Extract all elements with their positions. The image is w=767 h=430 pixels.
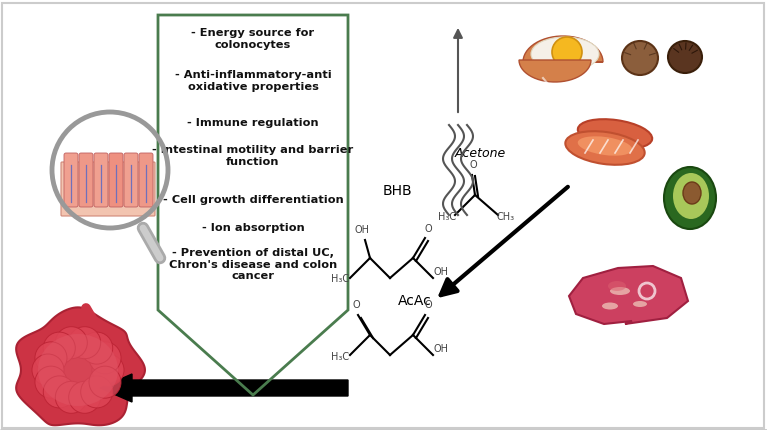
Text: OH: OH <box>354 225 370 235</box>
Text: O: O <box>352 300 360 310</box>
Text: O: O <box>424 300 432 310</box>
FancyBboxPatch shape <box>61 162 155 216</box>
Ellipse shape <box>38 334 118 406</box>
Text: H₃C: H₃C <box>331 352 349 362</box>
FancyBboxPatch shape <box>79 153 93 207</box>
Ellipse shape <box>565 131 645 165</box>
Text: O: O <box>424 224 432 234</box>
Circle shape <box>35 366 67 398</box>
Circle shape <box>35 342 67 374</box>
FancyBboxPatch shape <box>64 153 78 207</box>
Text: CH₃: CH₃ <box>497 212 515 222</box>
Text: H₃C: H₃C <box>331 274 349 284</box>
Polygon shape <box>16 307 145 425</box>
Circle shape <box>81 376 113 408</box>
Text: - Prevention of distal UC,
Chron's disease and colon
cancer: - Prevention of distal UC, Chron's disea… <box>169 248 337 281</box>
Circle shape <box>43 332 75 364</box>
Circle shape <box>55 381 87 413</box>
Ellipse shape <box>578 136 632 156</box>
Text: - Anti-inflammatory-anti
oxidative properties: - Anti-inflammatory-anti oxidative prope… <box>175 70 331 92</box>
Circle shape <box>69 327 100 359</box>
Text: AcAc: AcAc <box>398 294 432 308</box>
Circle shape <box>89 342 121 374</box>
Circle shape <box>55 327 87 359</box>
Text: - Intestinal motility and barrier
function: - Intestinal motility and barrier functi… <box>153 145 354 166</box>
Text: H₃C: H₃C <box>438 212 456 222</box>
Polygon shape <box>569 266 688 324</box>
Text: - Immune regulation: - Immune regulation <box>187 118 319 128</box>
FancyBboxPatch shape <box>94 153 108 207</box>
FancyArrow shape <box>100 374 348 402</box>
Circle shape <box>81 332 113 364</box>
Text: OH: OH <box>433 344 449 354</box>
Text: - Cell growth differentiation: - Cell growth differentiation <box>163 195 344 205</box>
Text: - Ion absorption: - Ion absorption <box>202 223 304 233</box>
Ellipse shape <box>673 173 709 219</box>
FancyBboxPatch shape <box>109 153 123 207</box>
FancyBboxPatch shape <box>139 153 153 207</box>
Text: OH: OH <box>433 267 449 277</box>
FancyBboxPatch shape <box>124 153 138 207</box>
Text: BHB: BHB <box>382 184 412 198</box>
Circle shape <box>32 354 64 386</box>
Polygon shape <box>523 36 603 62</box>
Ellipse shape <box>531 37 599 71</box>
Circle shape <box>52 112 168 228</box>
Circle shape <box>552 37 582 67</box>
Ellipse shape <box>683 182 701 204</box>
Ellipse shape <box>578 119 652 149</box>
Ellipse shape <box>664 167 716 229</box>
Ellipse shape <box>602 302 618 310</box>
Circle shape <box>89 366 121 398</box>
Ellipse shape <box>633 301 647 307</box>
Ellipse shape <box>608 281 626 291</box>
Polygon shape <box>519 60 591 82</box>
Text: - Energy source for
colonocytes: - Energy source for colonocytes <box>192 28 314 49</box>
Circle shape <box>69 381 100 413</box>
Ellipse shape <box>610 287 630 295</box>
Text: O: O <box>469 160 477 170</box>
Text: Acetone: Acetone <box>454 147 505 160</box>
Ellipse shape <box>622 41 658 75</box>
Ellipse shape <box>668 41 702 73</box>
Circle shape <box>92 354 124 386</box>
Circle shape <box>43 376 75 408</box>
